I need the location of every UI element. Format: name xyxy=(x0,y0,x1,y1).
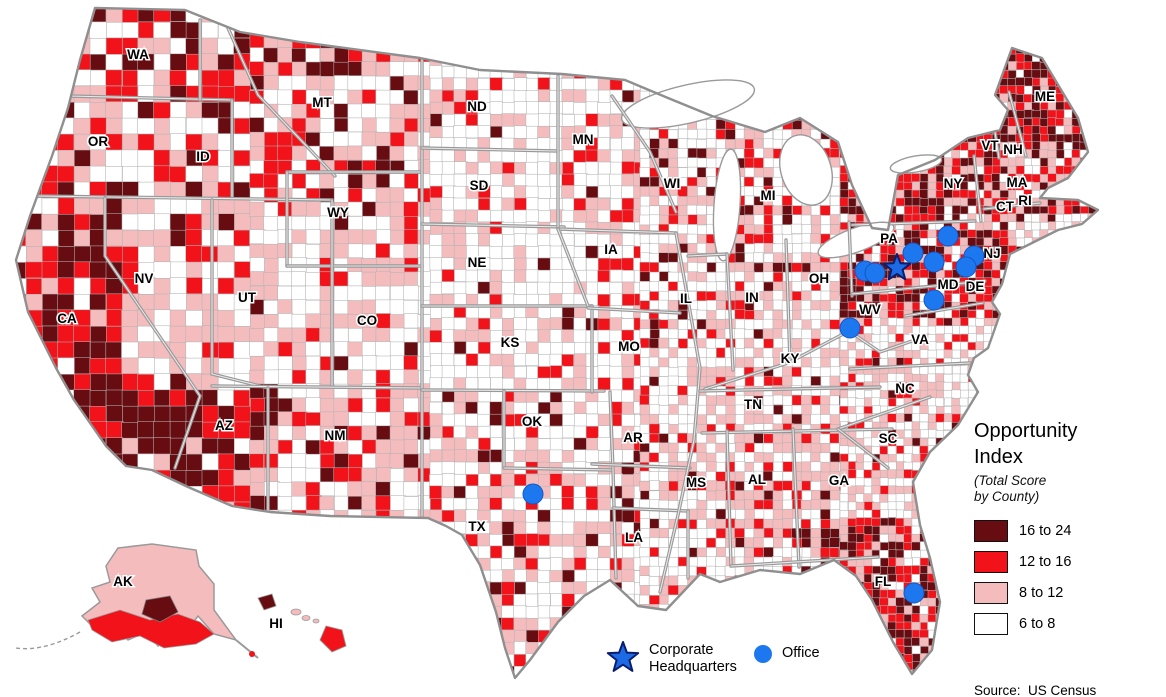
source-note: Source: US Census & ESRI, 2008 xyxy=(974,683,1097,697)
state-label-KY: KY xyxy=(781,351,800,366)
state-label-AK: AK xyxy=(113,574,133,589)
state-label-OK: OK xyxy=(522,414,543,429)
state-borders xyxy=(34,18,1042,594)
state-label-AL: AL xyxy=(748,472,766,487)
office-dot-icon xyxy=(754,645,772,663)
state-label-MN: MN xyxy=(573,132,594,147)
legend-row-12-16: 12 to 16 xyxy=(974,546,1164,577)
office-marker xyxy=(923,251,945,273)
state-label-GA: GA xyxy=(829,473,850,488)
legend-label-6-8: 6 to 8 xyxy=(1019,615,1056,632)
star-icon xyxy=(606,641,640,672)
legend-row-6-8: 6 to 8 xyxy=(974,608,1164,639)
state-label-NC: NC xyxy=(895,381,915,396)
state-label-DE: DE xyxy=(966,279,985,294)
location-markers xyxy=(522,225,985,604)
state-label-ME: ME xyxy=(1035,89,1055,104)
office-marker xyxy=(923,289,945,311)
state-label-RI: RI xyxy=(1018,193,1032,208)
legend-swatch-6-8 xyxy=(974,612,1008,635)
state-label-PA: PA xyxy=(880,231,898,246)
legend-swatch-12-16 xyxy=(974,550,1008,573)
legend-title-line2: Index xyxy=(974,446,1023,468)
legend-label-8-12: 8 to 12 xyxy=(1019,584,1064,601)
state-label-ND: ND xyxy=(467,99,487,114)
state-label-VT: VT xyxy=(981,138,999,153)
state-label-TX: TX xyxy=(468,519,485,534)
great-lakes xyxy=(620,79,943,262)
office-marker xyxy=(839,317,861,339)
office-marker xyxy=(522,483,544,505)
legend-row-16-24: 16 to 24 xyxy=(974,515,1164,546)
state-label-AR: AR xyxy=(623,430,643,445)
office-legend-label: Office xyxy=(782,645,820,661)
state-label-WV: WV xyxy=(859,302,881,317)
state-label-NE: NE xyxy=(468,255,487,270)
legend-label-12-16: 12 to 16 xyxy=(1019,553,1072,570)
state-label-WY: WY xyxy=(327,205,349,220)
state-label-HI: HI xyxy=(269,616,283,631)
office-legend-icon xyxy=(754,645,772,663)
state-label-IA: IA xyxy=(604,242,618,257)
state-label-LA: LA xyxy=(625,530,643,545)
state-label-MS: MS xyxy=(686,475,706,490)
office-marker xyxy=(864,262,886,284)
state-labels: WA OR CA NV ID MT WY UT CO AZ NM ND SD NE KS OK TX MN IA MO… xyxy=(56,46,1057,633)
state-label-UT: UT xyxy=(238,290,257,305)
state-label-NH: NH xyxy=(1003,142,1023,157)
state-label-MI: MI xyxy=(761,188,776,203)
state-label-TN: TN xyxy=(744,397,762,412)
legend-title: Opportunity Index xyxy=(974,418,1164,470)
state-label-ID: ID xyxy=(196,149,210,164)
state-label-OR: OR xyxy=(88,134,109,149)
state-label-MA: MA xyxy=(1007,175,1028,190)
state-label-WA: WA xyxy=(127,47,149,62)
state-label-OH: OH xyxy=(809,271,829,286)
state-label-CT: CT xyxy=(996,199,1015,214)
state-label-MT: MT xyxy=(312,95,332,110)
state-label-NJ: NJ xyxy=(983,246,1000,261)
state-label-CA: CA xyxy=(57,311,77,326)
office-marker xyxy=(955,256,977,278)
legend-rows: 16 to 24 12 to 16 8 to 12 6 to 8 xyxy=(974,515,1164,639)
legend-label-16-24: 16 to 24 xyxy=(1019,522,1072,539)
state-label-CO: CO xyxy=(357,313,377,328)
alaska-inset xyxy=(15,543,259,659)
state-label-WI: WI xyxy=(664,176,681,191)
office-marker xyxy=(903,582,925,604)
legend-swatch-8-12 xyxy=(974,581,1008,604)
state-label-IN: IN xyxy=(745,290,759,305)
office-marker xyxy=(902,242,924,264)
state-label-FL: FL xyxy=(875,574,892,589)
hawaii-inset xyxy=(257,593,347,653)
hq-legend-label: Corporate Headquarters xyxy=(649,642,737,675)
state-label-NM: NM xyxy=(325,428,346,443)
legend-panel: Opportunity Index (Total Score by County… xyxy=(974,418,1164,697)
state-label-NV: NV xyxy=(135,271,154,286)
hq-marker xyxy=(882,253,912,281)
state-label-SD: SD xyxy=(470,178,489,193)
state-label-MO: MO xyxy=(618,339,640,354)
office-marker xyxy=(937,225,959,247)
hq-star-legend-icon xyxy=(606,641,640,672)
state-label-NY: NY xyxy=(944,176,963,191)
legend-swatch-16-24 xyxy=(974,519,1008,542)
legend-title-line1: Opportunity xyxy=(974,420,1078,442)
state-label-AZ: AZ xyxy=(215,418,233,433)
us-coastline xyxy=(14,6,1100,680)
state-label-MD: MD xyxy=(938,277,959,292)
state-label-KS: KS xyxy=(501,335,520,350)
legend-subtitle: (Total Score by County) xyxy=(974,473,1047,504)
state-label-IL: IL xyxy=(680,291,692,306)
legend-row-8-12: 8 to 12 xyxy=(974,577,1164,608)
state-label-SC: SC xyxy=(879,431,898,446)
state-label-VA: VA xyxy=(911,332,929,347)
